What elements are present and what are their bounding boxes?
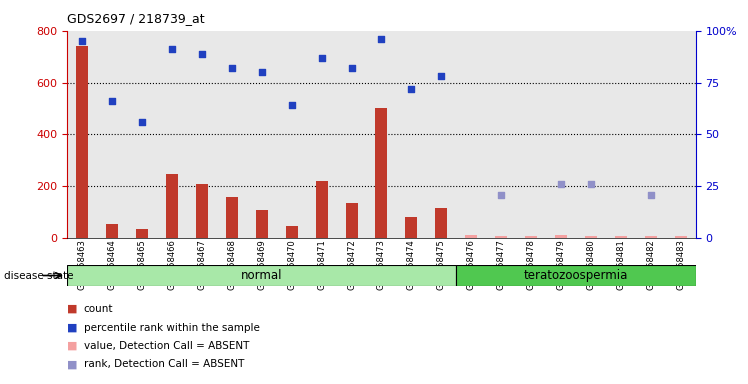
Bar	[277, 31, 307, 238]
Text: teratozoospermia: teratozoospermia	[524, 269, 628, 282]
Bar	[307, 31, 337, 238]
Bar	[516, 31, 546, 238]
Bar	[166, 174, 178, 238]
Point	[645, 192, 657, 198]
Text: percentile rank within the sample: percentile rank within the sample	[84, 323, 260, 333]
Text: disease state: disease state	[4, 270, 73, 281]
Bar	[157, 31, 187, 238]
Point	[286, 102, 298, 108]
Bar	[546, 31, 576, 238]
Bar	[465, 235, 477, 238]
Bar	[187, 31, 217, 238]
Point	[555, 181, 567, 187]
Point	[316, 55, 328, 61]
Text: ■: ■	[67, 359, 78, 369]
Bar	[286, 227, 298, 238]
Bar	[97, 31, 127, 238]
Bar	[555, 235, 567, 238]
Bar	[67, 31, 97, 238]
Bar	[426, 31, 456, 238]
Bar	[226, 197, 238, 238]
Bar	[256, 210, 268, 238]
Bar	[486, 31, 516, 238]
Point	[405, 86, 417, 92]
Point	[106, 98, 118, 104]
Point	[166, 46, 178, 53]
Bar	[337, 31, 367, 238]
Bar	[585, 236, 597, 238]
Bar	[495, 236, 507, 238]
Bar	[666, 31, 696, 238]
Point	[375, 36, 387, 42]
Bar	[76, 46, 88, 238]
Point	[346, 65, 358, 71]
Point	[136, 119, 148, 125]
Bar	[576, 31, 606, 238]
Text: normal: normal	[241, 269, 283, 282]
Text: ■: ■	[67, 304, 78, 314]
Bar	[316, 181, 328, 238]
Bar	[196, 184, 208, 238]
Text: ■: ■	[67, 323, 78, 333]
Point	[495, 192, 507, 198]
Bar	[456, 265, 696, 286]
Point	[76, 38, 88, 44]
Bar	[606, 31, 636, 238]
Text: GDS2697 / 218739_at: GDS2697 / 218739_at	[67, 12, 205, 25]
Text: value, Detection Call = ABSENT: value, Detection Call = ABSENT	[84, 341, 249, 351]
Text: count: count	[84, 304, 113, 314]
Bar	[405, 217, 417, 238]
Point	[585, 181, 597, 187]
Bar	[367, 31, 396, 238]
Point	[256, 69, 268, 75]
Bar	[127, 31, 157, 238]
Bar	[396, 31, 426, 238]
Text: rank, Detection Call = ABSENT: rank, Detection Call = ABSENT	[84, 359, 244, 369]
Bar	[375, 108, 387, 238]
Point	[226, 65, 238, 71]
Bar	[247, 31, 277, 238]
Point	[196, 50, 208, 56]
Bar	[136, 229, 148, 238]
Bar	[675, 236, 687, 238]
Bar	[636, 31, 666, 238]
Bar	[346, 203, 358, 238]
Point	[435, 73, 447, 79]
Bar	[106, 224, 118, 238]
Text: ■: ■	[67, 341, 78, 351]
Bar	[217, 31, 247, 238]
Bar	[615, 236, 627, 238]
Bar	[645, 236, 657, 238]
Bar	[456, 31, 486, 238]
Bar	[67, 265, 456, 286]
Bar	[525, 236, 537, 238]
Bar	[435, 208, 447, 238]
